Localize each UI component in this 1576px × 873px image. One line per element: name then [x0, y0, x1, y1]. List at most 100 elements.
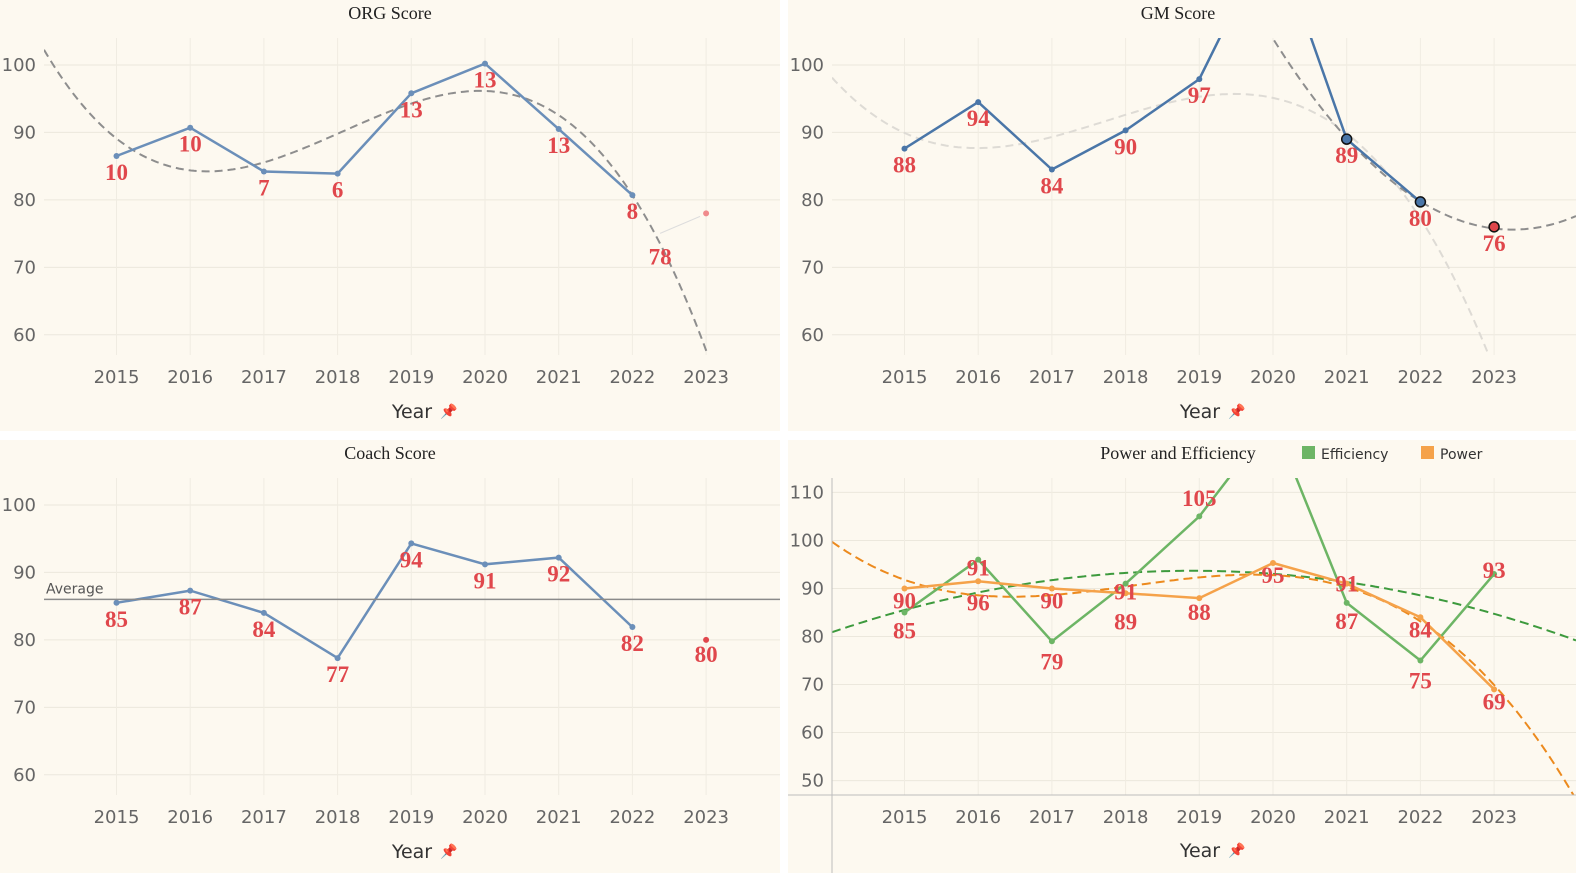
efficiency-point — [1417, 657, 1424, 664]
data-label: 88 — [893, 153, 916, 178]
x-tick-label: 2020 — [1250, 807, 1296, 828]
y-tick-label: 70 — [13, 697, 36, 718]
x-tick-label: 2018 — [1103, 807, 1149, 828]
data-label: 6 — [332, 178, 344, 203]
pin-icon[interactable]: 📌 — [1228, 841, 1246, 859]
power-data-label: 90 — [893, 588, 916, 613]
power-point — [1196, 595, 1203, 602]
trend-line — [1271, 38, 1576, 231]
data-point — [482, 561, 488, 568]
gm-score-chart: GM Score 60 70 80 90 100 2015 2016 2017 2018 2019… — [790, 3, 1576, 423]
efficiency-data-label: 87 — [1335, 609, 1358, 634]
x-tick-label: 2015 — [882, 807, 928, 828]
plot-area — [44, 49, 710, 355]
efficiency-point — [1491, 571, 1498, 578]
forecast-point — [1488, 221, 1500, 233]
pin-icon[interactable]: 📌 — [440, 402, 458, 420]
x-tick-label: 2021 — [536, 367, 582, 388]
x-tick-label: 2015 — [94, 367, 140, 388]
x-tick-label: 2016 — [167, 367, 213, 388]
x-tick-label: 2017 — [1029, 367, 1075, 388]
data-point — [1340, 133, 1353, 145]
data-point — [482, 60, 488, 67]
forecast-label: 76 — [1483, 231, 1506, 256]
y-tick-label: 80 — [13, 190, 36, 211]
efficiency-point — [1048, 638, 1055, 645]
x-tick-label: 2021 — [536, 807, 582, 828]
data-point — [555, 554, 562, 561]
x-tick-label: 2016 — [167, 807, 213, 828]
data-label: 10 — [105, 160, 128, 185]
data-point — [629, 192, 636, 199]
efficiency-data-label: 105 — [1182, 486, 1217, 511]
org-score-title: ORG Score — [348, 3, 432, 23]
org-xaxis-label: Year — [391, 401, 432, 423]
data-point — [408, 540, 415, 547]
data-label: 97 — [1188, 83, 1211, 108]
efficiency-point — [1343, 599, 1350, 606]
data-point — [260, 168, 267, 175]
data-point — [334, 655, 341, 662]
x-tick-label: 2019 — [1176, 367, 1222, 388]
efficiency-point — [901, 609, 908, 616]
x-tick-label: 2020 — [462, 367, 508, 388]
power-point — [975, 578, 982, 585]
forecast-label: 80 — [695, 642, 718, 667]
power-data-label: 91 — [1335, 572, 1358, 597]
trend-line — [44, 49, 709, 355]
pin-icon[interactable]: 📌 — [1228, 402, 1246, 420]
pin-icon[interactable]: 📌 — [440, 842, 458, 860]
x-tick-label: 2017 — [241, 807, 287, 828]
y-tick-label: 60 — [13, 325, 36, 346]
power-data-label: 84 — [1409, 617, 1433, 642]
efficiency-data-label: 85 — [893, 618, 916, 643]
org-score-panel: ORG Score 60 70 80 90 100 2015 2016 2017 2018 201… — [0, 0, 780, 431]
data-label: 94 — [400, 547, 424, 572]
power-point — [1270, 560, 1276, 567]
efficiency-point — [975, 556, 982, 563]
power-data-label: 91 — [1114, 579, 1137, 604]
x-tick-label: 2015 — [882, 367, 928, 388]
data-label: 13 — [474, 68, 497, 93]
x-tick-label: 2015 — [94, 807, 140, 828]
y-tick-label: 80 — [801, 627, 824, 648]
data-label: 90 — [1114, 134, 1137, 159]
data-label: 94 — [967, 106, 991, 131]
data-point — [334, 170, 341, 177]
forecast-point — [703, 636, 710, 643]
efficiency-data-label: 93 — [1483, 558, 1506, 583]
x-tick-label: 2023 — [1471, 807, 1517, 828]
data-point — [1122, 127, 1129, 134]
data-label: 7 — [258, 176, 270, 201]
x-tick-label: 2017 — [1029, 807, 1075, 828]
x-tick-label: 2018 — [1103, 367, 1149, 388]
forecast-connector — [659, 215, 701, 234]
efficiency-data-label: 96 — [967, 591, 990, 616]
power-point — [1417, 614, 1424, 621]
legend-label-efficiency: Efficiency — [1321, 447, 1388, 463]
series-line — [116, 62, 634, 197]
x-tick-label: 2016 — [955, 367, 1001, 388]
power-efficiency-title: Power and Efficiency — [1100, 443, 1256, 463]
x-tick-label: 2019 — [388, 807, 434, 828]
coach-xaxis-label: Year — [391, 841, 432, 863]
y-tick-label: 100 — [2, 55, 36, 76]
efficiency-data-label: 89 — [1114, 610, 1137, 635]
power-trend-line — [832, 540, 1575, 795]
x-tick-label: 2021 — [1324, 807, 1370, 828]
power-point — [1048, 585, 1055, 592]
y-tick-label: 90 — [13, 122, 36, 143]
data-label: 85 — [105, 607, 128, 632]
data-label: 91 — [474, 568, 497, 593]
plot-area — [113, 540, 710, 662]
data-point — [1048, 166, 1055, 173]
efficiency-data-label: 75 — [1409, 669, 1432, 694]
x-tick-label: 2020 — [1250, 367, 1296, 388]
power-point — [901, 585, 908, 592]
coach-score-title: Coach Score — [344, 443, 435, 463]
x-tick-label: 2016 — [955, 807, 1001, 828]
power-efficiency-chart: Power and Efficiency Efficiency Power 50… — [788, 443, 1576, 873]
y-tick-label: 90 — [801, 578, 824, 599]
x-tick-label: 2019 — [388, 367, 434, 388]
forecast-point — [703, 210, 710, 217]
